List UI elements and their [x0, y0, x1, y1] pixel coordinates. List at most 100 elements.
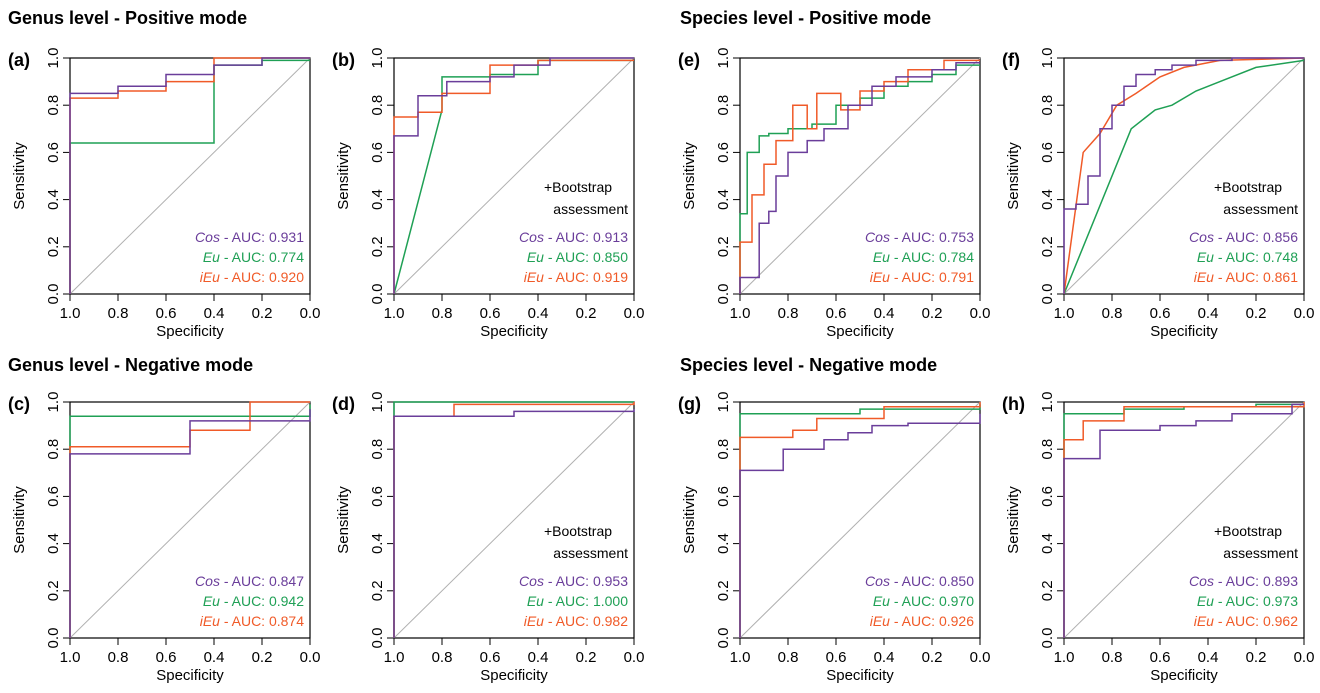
panel-label: (d): [332, 394, 355, 414]
y-axis-title: Sensitivity: [681, 142, 698, 210]
panel-a: (a) 1.0 0.8 0.6 0.4 0.2 0.0 0.0 0.2 0.4 0.6 0.8 1.0 S…: [8, 48, 320, 340]
legend-series-name: iEu: [870, 613, 890, 629]
y-tick-label: 0.4: [45, 189, 62, 210]
auc-legend-eu: Eu - AUC: 0.850: [527, 249, 628, 265]
y-tick-label: 0.2: [369, 236, 386, 257]
bootstrap-note: assessment: [553, 201, 628, 217]
legend-auc-value: AUC: 0.774: [232, 249, 305, 265]
panel-d: (d) 1.0 0.8 0.6 0.4 0.2 0.0 0.0 0.2 0.4 0.6 0.8 1.0 S…: [332, 392, 644, 684]
y-axis-title: Sensitivity: [335, 486, 352, 554]
legend-separator: -: [1214, 593, 1226, 609]
roc-curve-ieu: [393, 59, 634, 294]
reference-diagonal: [739, 57, 981, 295]
auc-legend-eu: Eu - AUC: 0.774: [203, 249, 304, 265]
x-tick-label: 0.8: [778, 649, 799, 666]
y-tick-label: 1.0: [369, 392, 386, 413]
x-axis-title: Specificity: [826, 323, 894, 340]
legend-auc-value: AUC: 0.970: [902, 593, 975, 609]
roc-curve-cos: [393, 409, 635, 638]
legend-series-name: iEu: [200, 269, 220, 285]
legend-series-name: Cos: [519, 229, 544, 245]
plot-frame: [739, 57, 981, 295]
legend-auc-value: AUC: 0.962: [1226, 613, 1299, 629]
reference-diagonal: [1063, 57, 1305, 295]
y-tick-label: 1.0: [715, 48, 732, 69]
y-tick-label: 0.8: [369, 439, 386, 460]
auc-legend-cos: Cos - AUC: 0.753: [865, 229, 974, 245]
x-tick-label: 0.8: [432, 305, 453, 322]
x-tick-label: 0.8: [432, 649, 453, 666]
x-tick-label: 1.0: [1054, 305, 1075, 322]
y-tick-label: 0.6: [715, 486, 732, 507]
legend-auc-value: AUC: 0.973: [1226, 593, 1299, 609]
legend-series-name: Eu: [1197, 249, 1214, 265]
legend-auc-value: AUC: 0.982: [556, 613, 629, 629]
reference-diagonal: [1063, 401, 1305, 639]
auc-legend-cos: Cos - AUC: 0.893: [1189, 573, 1298, 589]
legend-auc-value: AUC: 0.847: [232, 573, 305, 589]
x-tick-label: 0.8: [1102, 649, 1123, 666]
x-tick-label: 1.0: [384, 649, 405, 666]
roc-curve-cos: [739, 413, 981, 638]
bootstrap-note: +Bootstrap: [1214, 523, 1282, 539]
legend-separator: -: [1214, 249, 1226, 265]
y-tick-label: 0.0: [45, 284, 62, 305]
legend-separator: -: [220, 229, 232, 245]
x-tick-label: 0.4: [528, 649, 549, 666]
x-tick-label: 0.0: [1294, 305, 1315, 322]
panel-label: (g): [678, 394, 701, 414]
x-tick-label: 0.8: [1102, 305, 1123, 322]
legend-separator: -: [1214, 613, 1226, 629]
reference-diagonal: [69, 401, 311, 639]
legend-separator: -: [890, 593, 902, 609]
legend-series-name: Eu: [527, 249, 544, 265]
x-axis-title: Specificity: [826, 667, 894, 684]
auc-legend-cos: Cos - AUC: 0.931: [195, 229, 304, 245]
y-tick-label: 0.2: [715, 580, 732, 601]
y-tick-label: 0.2: [369, 580, 386, 601]
panel-label: (e): [678, 50, 700, 70]
y-tick-label: 0.0: [45, 628, 62, 649]
legend-separator: -: [544, 573, 556, 589]
legend-auc-value: AUC: 0.931: [232, 229, 305, 245]
y-tick-label: 0.0: [715, 284, 732, 305]
legend-auc-value: AUC: 0.942: [232, 593, 305, 609]
y-tick-label: 0.0: [715, 628, 732, 649]
x-axis-title: Specificity: [480, 323, 548, 340]
x-tick-label: 0.0: [300, 305, 321, 322]
bootstrap-note: assessment: [1223, 201, 1298, 217]
y-tick-label: 0.2: [715, 236, 732, 257]
y-axis-title: Sensitivity: [335, 142, 352, 210]
y-axis-title: Sensitivity: [11, 142, 28, 210]
legend-separator: -: [544, 613, 556, 629]
auc-legend-cos: Cos - AUC: 0.913: [519, 229, 628, 245]
y-tick-label: 0.8: [45, 439, 62, 460]
plot-frame: [1063, 57, 1305, 295]
panel-c: (c) 1.0 0.8 0.6 0.4 0.2 0.0 0.0 0.2 0.4 0.6 0.8 1.0 S…: [8, 392, 320, 684]
legend-separator: -: [1214, 229, 1226, 245]
legend-separator: -: [544, 249, 556, 265]
y-tick-label: 0.8: [1039, 439, 1056, 460]
x-tick-label: 0.6: [156, 649, 177, 666]
legend-series-name: Cos: [1189, 229, 1214, 245]
x-tick-label: 0.2: [576, 305, 597, 322]
x-tick-label: 0.4: [204, 649, 225, 666]
bootstrap-note: assessment: [1223, 545, 1298, 561]
roc-curve-ieu: [739, 402, 981, 638]
legend-auc-value: AUC: 0.926: [902, 613, 975, 629]
x-tick-label: 0.2: [922, 305, 943, 322]
heading-genus-positive: Genus level - Positive mode: [8, 8, 248, 28]
legend-series-name: iEu: [524, 269, 544, 285]
x-tick-label: 0.8: [108, 649, 129, 666]
auc-legend-ieu: iEu - AUC: 0.874: [200, 613, 304, 629]
x-tick-label: 0.4: [1198, 649, 1219, 666]
x-tick-label: 0.0: [624, 305, 645, 322]
legend-separator: -: [220, 613, 232, 629]
heading-species-negative: Species level - Negative mode: [680, 355, 938, 375]
y-tick-label: 0.6: [369, 486, 386, 507]
panel-g: (g) 1.0 0.8 0.6 0.4 0.2 0.0 0.0 0.2 0.4 0.6 0.8 1.0 S…: [678, 392, 990, 684]
legend-series-name: Cos: [865, 573, 890, 589]
legend-series-name: Eu: [873, 249, 890, 265]
roc-curve-ieu: [739, 59, 980, 294]
